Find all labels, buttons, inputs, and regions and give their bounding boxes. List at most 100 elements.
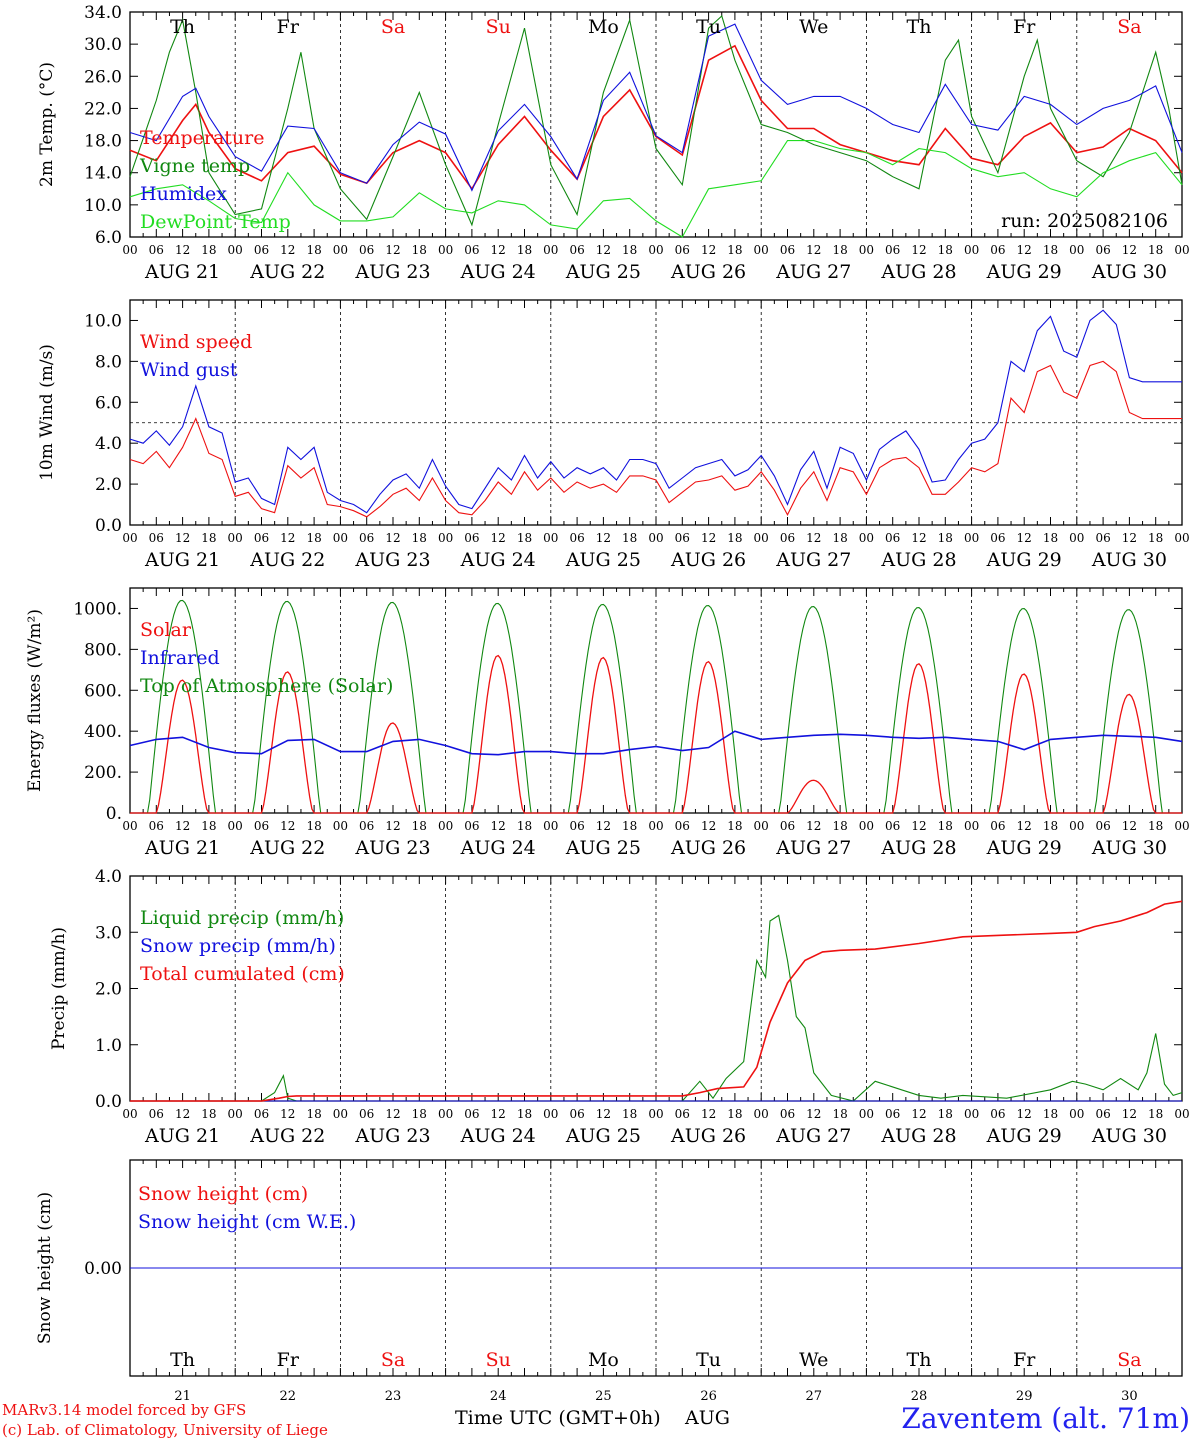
credit-line: MARv3.14 model forced by GFS	[2, 1401, 246, 1419]
x-date-label: AUG 26	[670, 261, 746, 283]
x-hour-label: 06	[149, 1107, 164, 1121]
x-hour-label: 06	[780, 819, 795, 833]
x-date-label: AUG 29	[986, 261, 1062, 283]
day-name-top: Fr	[277, 16, 300, 38]
x-hour-label: 06	[569, 1107, 584, 1121]
y-tick-label: 8.0	[95, 352, 122, 372]
x-hour-label: 12	[280, 243, 295, 257]
y-tick-label: 6.0	[95, 393, 122, 413]
y-axis-label: Snow height (cm)	[35, 1192, 55, 1344]
day-name-bottom: Th	[170, 1349, 195, 1371]
x-hour-label: 18	[832, 819, 847, 833]
x-hour-label: 18	[727, 531, 742, 545]
x-date-label: AUG 26	[670, 1125, 746, 1147]
x-hour-label: 18	[938, 1107, 953, 1121]
x-date-label: AUG 28	[880, 837, 956, 859]
x-hour-label: 00	[964, 1107, 979, 1121]
x-hour-label: 12	[280, 1107, 295, 1121]
x-hour-label: 00	[754, 819, 769, 833]
y-tick-label: 0.00	[84, 1259, 122, 1279]
legend-entry: Infrared	[140, 647, 220, 669]
x-date-label: AUG 28	[880, 261, 956, 283]
x-hour-label: 06	[464, 1107, 479, 1121]
x-date-label: AUG 21	[144, 837, 220, 859]
x-hour-label: 00	[333, 243, 348, 257]
x-hour-label: 18	[1148, 243, 1163, 257]
x-hour-label: 12	[175, 1107, 190, 1121]
x-hour-label: 18	[201, 531, 216, 545]
x-hour-label: 00	[648, 819, 663, 833]
x-hour-label: 00	[228, 1107, 243, 1121]
day-name-top: We	[799, 16, 828, 38]
x-hour-label: 12	[701, 243, 716, 257]
x-hour-label: 00	[648, 243, 663, 257]
legend-entry: Vigne temp	[139, 155, 250, 177]
x-date-label: AUG 21	[144, 1125, 220, 1147]
x-hour-label: 18	[517, 531, 532, 545]
x-hour-label: 12	[1017, 1107, 1032, 1121]
x-hour-label: 12	[596, 531, 611, 545]
x-hour-label: 12	[701, 531, 716, 545]
x-date-label: AUG 28	[880, 549, 956, 571]
x-hour-label: 12	[596, 1107, 611, 1121]
x-date-label: AUG 27	[775, 1125, 851, 1147]
x-hour-label: 18	[938, 243, 953, 257]
x-hour-label: 12	[385, 531, 400, 545]
month-label: AUG	[684, 1407, 730, 1429]
day-name-bottom: Fr	[277, 1349, 300, 1371]
x-hour-label: 00	[1069, 1107, 1084, 1121]
y-tick-label: 2.0	[95, 980, 122, 1000]
station-title: Zaventem (alt. 71m)	[901, 1402, 1190, 1435]
y-tick-label: 400.	[84, 722, 122, 742]
x-hour-label: 06	[1095, 819, 1110, 833]
x-hour-label: 12	[1122, 531, 1137, 545]
x-hour-label: 18	[832, 1107, 847, 1121]
y-tick-label: 34.0	[84, 3, 122, 23]
day-name-bottom: Fr	[1013, 1349, 1036, 1371]
x-hour-label: 06	[675, 1107, 690, 1121]
day-number: 29	[1016, 1389, 1033, 1404]
x-hour-label: 12	[806, 531, 821, 545]
legend-entry: Total cumulated (cm)	[140, 963, 345, 985]
x-hour-label: 06	[1095, 531, 1110, 545]
x-date-label: AUG 30	[1091, 1125, 1167, 1147]
x-hour-label: 06	[149, 531, 164, 545]
x-hour-label: 00	[1174, 531, 1189, 545]
day-name-bottom: Sa	[1117, 1349, 1141, 1371]
x-hour-label: 18	[306, 819, 321, 833]
x-hour-label: 00	[1069, 243, 1084, 257]
x-hour-label: 06	[254, 1107, 269, 1121]
y-tick-label: 6.0	[95, 228, 122, 248]
y-tick-label: 4.0	[95, 867, 122, 887]
day-name-bottom: Tu	[696, 1349, 721, 1371]
x-hour-label: 00	[859, 1107, 874, 1121]
x-hour-label: 12	[1122, 243, 1137, 257]
x-hour-label: 12	[911, 1107, 926, 1121]
day-name-bottom: Su	[486, 1349, 511, 1371]
x-hour-label: 12	[280, 531, 295, 545]
x-hour-label: 18	[622, 531, 637, 545]
y-tick-label: 4.0	[95, 434, 122, 454]
x-hour-label: 12	[596, 243, 611, 257]
y-tick-label: 30.0	[84, 35, 122, 55]
x-hour-label: 12	[1017, 531, 1032, 545]
x-date-label: AUG 21	[144, 549, 220, 571]
y-tick-label: 1.0	[95, 1036, 122, 1056]
x-hour-label: 00	[859, 819, 874, 833]
x-hour-label: 06	[780, 1107, 795, 1121]
x-hour-label: 06	[675, 243, 690, 257]
day-name-bottom: Sa	[381, 1349, 405, 1371]
series-line	[129, 14, 1183, 227]
x-hour-label: 18	[832, 243, 847, 257]
x-hour-label: 12	[701, 1107, 716, 1121]
x-hour-label: 00	[438, 531, 453, 545]
x-hour-label: 06	[885, 531, 900, 545]
x-hour-label: 06	[1095, 1107, 1110, 1121]
x-hour-label: 00	[964, 819, 979, 833]
x-date-label: AUG 23	[354, 549, 430, 571]
day-name-top: Fr	[1013, 16, 1036, 38]
x-date-label: AUG 24	[460, 837, 536, 859]
x-date-label: AUG 29	[986, 1125, 1062, 1147]
x-hour-label: 18	[412, 243, 427, 257]
